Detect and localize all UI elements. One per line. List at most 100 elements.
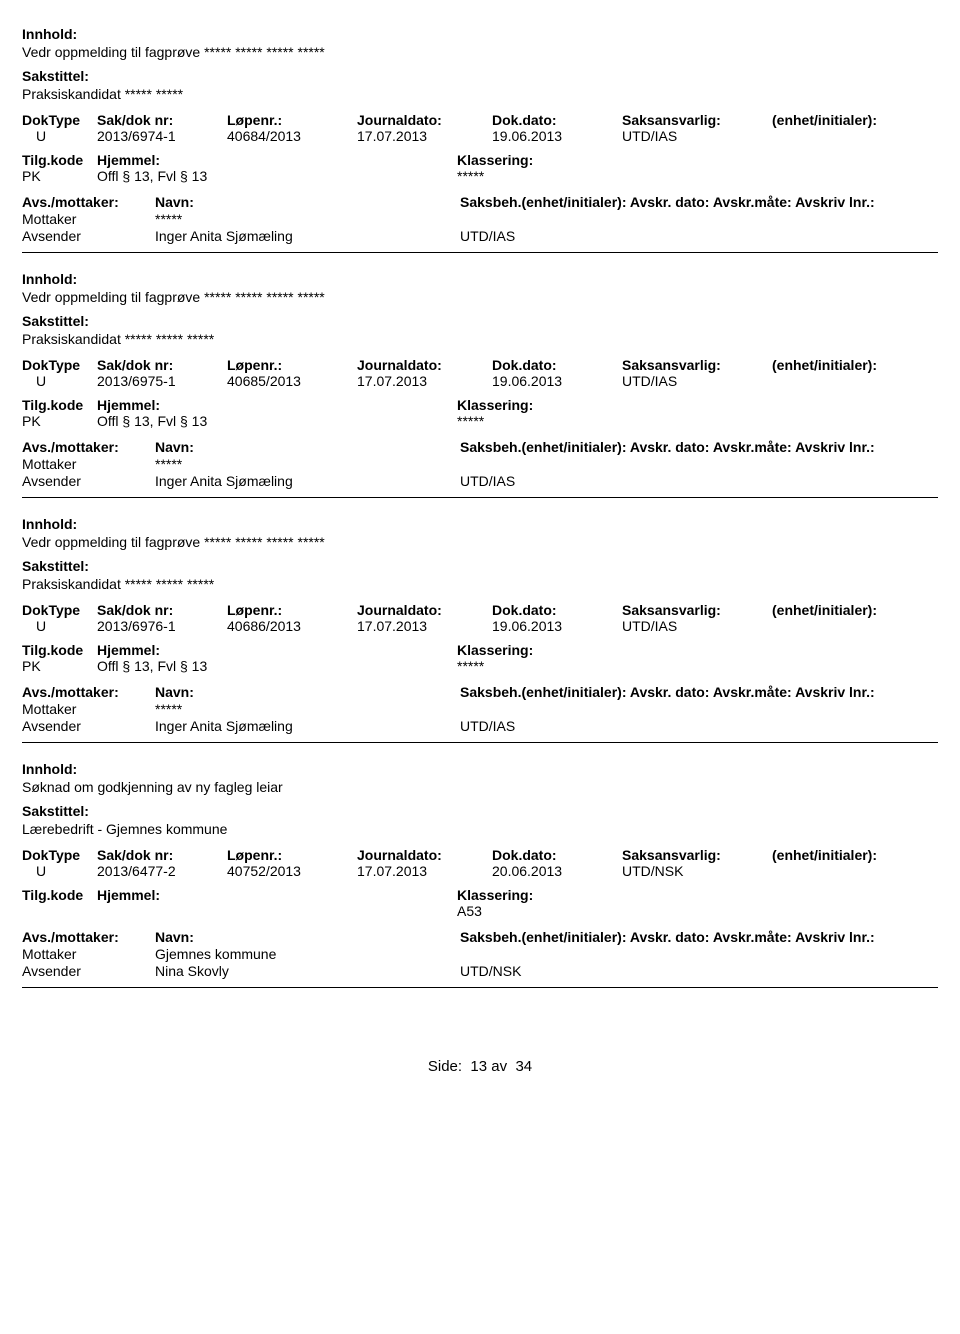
klassering-val: ***** <box>457 168 533 184</box>
avs-header-row: Avs./mottaker: Navn: Saksbeh.(enhet/init… <box>22 439 938 455</box>
avs-header-row: Avs./mottaker: Navn: Saksbeh.(enhet/init… <box>22 194 938 210</box>
hdr-saksansvarlig: Saksansvarlig: <box>622 847 772 863</box>
meta-data-row: U 2013/6477-2 40752/2013 17.07.2013 20.0… <box>22 863 938 879</box>
hdr-lopenr: Løpenr.: <box>227 847 357 863</box>
journal-entry: Innhold: Vedr oppmelding til fagprøve **… <box>22 271 938 489</box>
hjemmel-val: Offl § 13, Fvl § 13 <box>97 168 457 184</box>
hdr-sakdoknr: Sak/dok nr: <box>97 112 227 128</box>
hdr-navn: Navn: <box>155 194 460 210</box>
klass-block: Tilg.kode Hjemmel: Klassering: A53 <box>22 887 938 919</box>
val-sakdoknr: 2013/6975-1 <box>97 373 227 389</box>
meta-data-row: U 2013/6974-1 40684/2013 17.07.2013 19.0… <box>22 128 938 144</box>
hdr-sakdoknr: Sak/dok nr: <box>97 602 227 618</box>
val-lopenr: 40752/2013 <box>227 863 357 879</box>
hdr-enhet: (enhet/initialer): <box>772 357 932 373</box>
sakstittel-label: Sakstittel: <box>22 558 938 574</box>
avsender-navn: Inger Anita Sjømæling <box>155 718 460 734</box>
val-dokdato: 19.06.2013 <box>492 373 622 389</box>
hdr-sakdoknr: Sak/dok nr: <box>97 357 227 373</box>
mottaker-navn: ***** <box>155 211 460 227</box>
klassering-val: ***** <box>457 658 533 674</box>
innhold-text: Søknad om godkjenning av ny fagleg leiar <box>22 779 938 795</box>
klassering-val: ***** <box>457 413 533 429</box>
mottaker-unit <box>460 701 580 717</box>
hdr-journaldato: Journaldato: <box>357 847 492 863</box>
mottaker-label: Mottaker <box>22 946 155 962</box>
hdr-journaldato: Journaldato: <box>357 357 492 373</box>
avsender-unit: UTD/IAS <box>460 473 580 489</box>
avs-header-row: Avs./mottaker: Navn: Saksbeh.(enhet/init… <box>22 929 938 945</box>
sakstittel-label: Sakstittel: <box>22 313 938 329</box>
sakstittel-label: Sakstittel: <box>22 803 938 819</box>
avsender-unit: UTD/NSK <box>460 963 580 979</box>
klassering-label: Klassering: <box>457 887 533 903</box>
avsender-row: Avsender Inger Anita Sjømæling UTD/IAS <box>22 718 938 734</box>
tilgkode-val: PK <box>22 413 97 429</box>
val-dokdato: 20.06.2013 <box>492 863 622 879</box>
entry-separator <box>22 742 938 743</box>
hjemmel-label: Hjemmel: <box>97 887 457 903</box>
klass-block: Tilg.kode PK Hjemmel: Offl § 13, Fvl § 1… <box>22 642 938 674</box>
val-sakdoknr: 2013/6974-1 <box>97 128 227 144</box>
klassering-val: A53 <box>457 903 533 919</box>
hjemmel-val: Offl § 13, Fvl § 13 <box>97 413 457 429</box>
val-sakdoknr: 2013/6477-2 <box>97 863 227 879</box>
hdr-journaldato: Journaldato: <box>357 112 492 128</box>
hdr-avsmottaker: Avs./mottaker: <box>22 929 155 945</box>
mottaker-label: Mottaker <box>22 456 155 472</box>
sakstittel-label: Sakstittel: <box>22 68 938 84</box>
sakstittel-text: Praksiskandidat ***** ***** <box>22 86 938 102</box>
mottaker-navn: ***** <box>155 701 460 717</box>
innhold-text: Vedr oppmelding til fagprøve ***** *****… <box>22 534 938 550</box>
hjemmel-val: Offl § 13, Fvl § 13 <box>97 658 457 674</box>
hdr-dokdato: Dok.dato: <box>492 602 622 618</box>
mottaker-navn: ***** <box>155 456 460 472</box>
hdr-enhet: (enhet/initialer): <box>772 847 932 863</box>
page-footer: Side: 13 av 34 <box>22 1058 938 1075</box>
hdr-saksansvarlig: Saksansvarlig: <box>622 602 772 618</box>
hdr-journaldato: Journaldato: <box>357 602 492 618</box>
footer-page: 13 <box>470 1058 487 1075</box>
klassering-label: Klassering: <box>457 152 533 168</box>
journal-entry: Innhold: Vedr oppmelding til fagprøve **… <box>22 26 938 244</box>
klass-block: Tilg.kode PK Hjemmel: Offl § 13, Fvl § 1… <box>22 152 938 184</box>
val-journaldato: 17.07.2013 <box>357 618 492 634</box>
avs-header-row: Avs./mottaker: Navn: Saksbeh.(enhet/init… <box>22 684 938 700</box>
hjemmel-label: Hjemmel: <box>97 642 457 658</box>
tilgkode-label: Tilg.kode <box>22 397 97 413</box>
tilgkode-label: Tilg.kode <box>22 887 97 903</box>
hdr-doktype: DokType <box>22 112 97 128</box>
entry-separator <box>22 497 938 498</box>
mottaker-unit <box>460 211 580 227</box>
mottaker-unit <box>460 456 580 472</box>
hdr-dokdato: Dok.dato: <box>492 847 622 863</box>
journal-entry: Innhold: Vedr oppmelding til fagprøve **… <box>22 516 938 734</box>
meta-data-row: U 2013/6975-1 40685/2013 17.07.2013 19.0… <box>22 373 938 389</box>
hdr-navn: Navn: <box>155 929 460 945</box>
meta-header-row: DokType Sak/dok nr: Løpenr.: Journaldato… <box>22 357 938 373</box>
val-saksansvarlig: UTD/IAS <box>622 128 772 144</box>
hdr-enhet: (enhet/initialer): <box>772 602 932 618</box>
klassering-label: Klassering: <box>457 397 533 413</box>
tilgkode-val: PK <box>22 658 97 674</box>
hdr-saksansvarlig: Saksansvarlig: <box>622 357 772 373</box>
sakstittel-text: Lærebedrift - Gjemnes kommune <box>22 821 938 837</box>
mottaker-navn: Gjemnes kommune <box>155 946 460 962</box>
avsender-unit: UTD/IAS <box>460 718 580 734</box>
hdr-sakdoknr: Sak/dok nr: <box>97 847 227 863</box>
avsender-label: Avsender <box>22 228 155 244</box>
val-journaldato: 17.07.2013 <box>357 128 492 144</box>
val-enhet <box>772 863 932 879</box>
mottaker-row: Mottaker Gjemnes kommune <box>22 946 938 962</box>
hdr-enhet: (enhet/initialer): <box>772 112 932 128</box>
mottaker-label: Mottaker <box>22 701 155 717</box>
hdr-lopenr: Løpenr.: <box>227 112 357 128</box>
val-journaldato: 17.07.2013 <box>357 373 492 389</box>
val-saksansvarlig: UTD/IAS <box>622 373 772 389</box>
hdr-dokdato: Dok.dato: <box>492 357 622 373</box>
mottaker-row: Mottaker ***** <box>22 211 938 227</box>
avsender-row: Avsender Inger Anita Sjømæling UTD/IAS <box>22 473 938 489</box>
footer-total: 34 <box>515 1058 532 1075</box>
val-enhet <box>772 128 932 144</box>
hjemmel-label: Hjemmel: <box>97 397 457 413</box>
